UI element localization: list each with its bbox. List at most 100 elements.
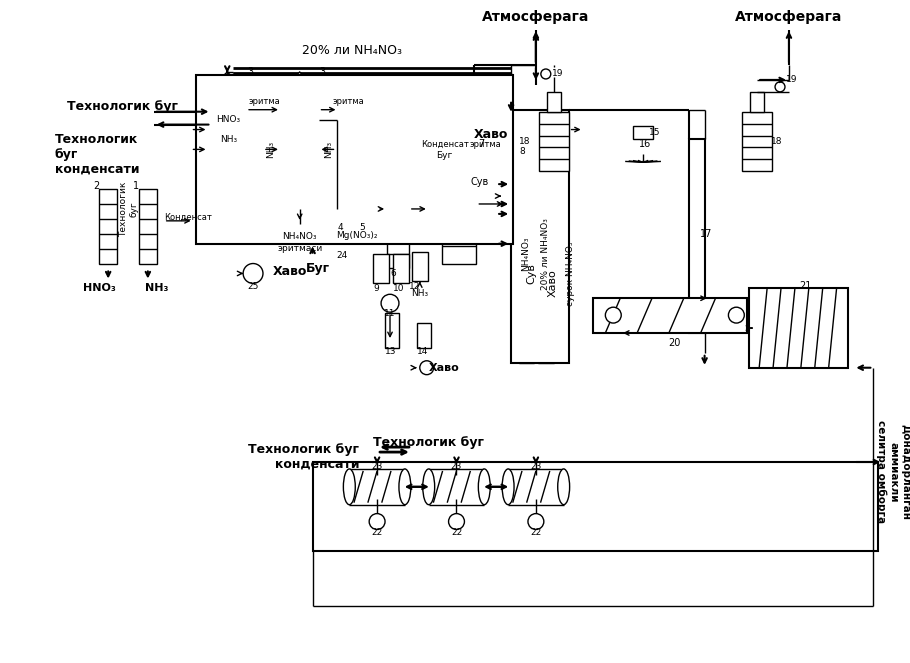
Circle shape	[449, 514, 464, 530]
Bar	[593, 298, 747, 333]
Text: 20% ли NH₄NO₃: 20% ли NH₄NO₃	[302, 44, 402, 56]
Text: 22: 22	[450, 528, 462, 537]
Text: 22: 22	[531, 528, 541, 537]
Text: 10: 10	[393, 284, 404, 293]
Bar	[504, 154, 520, 209]
Text: 7: 7	[478, 139, 484, 149]
Text: HNO₃: HNO₃	[83, 283, 116, 293]
Text: 8: 8	[519, 147, 525, 156]
Bar	[196, 75, 513, 244]
Text: Атмосферага: Атмосферага	[735, 11, 843, 25]
Text: 23: 23	[531, 463, 541, 471]
Bar	[387, 179, 409, 269]
Bar	[99, 189, 117, 263]
Text: 1: 1	[133, 181, 139, 191]
Text: 23: 23	[371, 463, 383, 471]
Text: 19: 19	[786, 76, 798, 84]
Bar	[633, 125, 653, 139]
Text: NH₄NO₃: NH₄NO₃	[521, 236, 531, 271]
Ellipse shape	[423, 469, 435, 505]
Bar	[539, 111, 569, 171]
Bar	[519, 145, 534, 363]
Text: NH₄NO₃: NH₄NO₃	[282, 232, 317, 241]
Text: 12: 12	[410, 282, 420, 291]
Text: 3: 3	[319, 67, 326, 77]
Polygon shape	[208, 209, 246, 227]
Text: 19: 19	[552, 70, 563, 78]
Text: 11: 11	[384, 309, 396, 318]
Text: 4: 4	[338, 223, 343, 232]
Text: 13: 13	[385, 347, 397, 356]
Polygon shape	[208, 72, 246, 90]
Text: Сув: Сув	[470, 177, 489, 187]
Bar	[547, 92, 561, 111]
Bar	[750, 92, 764, 111]
Text: NH₃: NH₃	[411, 289, 429, 298]
Circle shape	[541, 69, 551, 79]
Text: Хаво: Хаво	[548, 269, 558, 297]
Text: 20: 20	[669, 338, 681, 348]
Text: 20% ли NH₄NO₃: 20% ли NH₄NO₃	[541, 217, 551, 290]
Text: Буг: Буг	[437, 151, 453, 160]
Text: 18: 18	[772, 137, 783, 146]
Text: 2: 2	[93, 181, 99, 191]
Text: Технологик
буг: Технологик буг	[119, 181, 138, 237]
Text: 5: 5	[359, 223, 365, 232]
Ellipse shape	[558, 469, 570, 505]
Bar	[538, 145, 554, 363]
Bar	[281, 90, 318, 209]
Text: 3: 3	[247, 67, 253, 77]
Bar	[373, 253, 389, 283]
Text: NH₃: NH₃	[267, 141, 276, 158]
Ellipse shape	[479, 469, 490, 505]
Text: Хаво: Хаво	[474, 128, 509, 141]
Text: 22: 22	[371, 528, 383, 537]
Text: Технологик буг: Технологик буг	[373, 436, 484, 449]
Text: сурок NH₄NO₃: сурок NH₄NO₃	[566, 241, 575, 306]
Bar	[441, 174, 476, 263]
Text: Хаво: Хаво	[273, 265, 308, 278]
Polygon shape	[281, 209, 318, 227]
Text: эритма: эритма	[332, 97, 364, 106]
Text: Mg(NO₃)₂: Mg(NO₃)₂	[337, 231, 378, 240]
Ellipse shape	[399, 469, 410, 505]
Text: 9: 9	[373, 284, 379, 293]
Text: Технологик буг: Технологик буг	[67, 100, 178, 113]
Bar	[689, 139, 704, 333]
Ellipse shape	[343, 469, 355, 505]
Circle shape	[420, 361, 434, 375]
Bar	[417, 323, 430, 348]
Bar	[139, 189, 157, 263]
Text: NH₃: NH₃	[324, 141, 333, 158]
Text: Хаво: Хаво	[430, 363, 460, 373]
Text: NH₃: NH₃	[219, 135, 237, 144]
Bar	[359, 194, 377, 224]
Bar	[511, 109, 569, 363]
Text: 17: 17	[701, 229, 713, 239]
Text: 23: 23	[450, 463, 462, 471]
Text: Конденсат: Конденсат	[164, 212, 212, 221]
Bar	[208, 90, 246, 209]
Text: Технологик
буг
конденсати: Технологик буг конденсати	[55, 133, 139, 176]
Circle shape	[369, 514, 385, 530]
Bar	[338, 194, 355, 224]
Circle shape	[605, 307, 622, 323]
Bar	[393, 253, 409, 283]
Text: 21: 21	[800, 281, 812, 291]
Bar	[743, 111, 772, 171]
Text: NH₃: NH₃	[145, 283, 168, 293]
Text: Атмосферага: Атмосферага	[482, 11, 590, 25]
Text: Донадорланган
аммиакли
селитра омборга: Донадорланган аммиакли селитра омборга	[876, 420, 910, 524]
Text: 24: 24	[337, 251, 348, 260]
Bar	[412, 252, 428, 281]
Text: Буг: Буг	[306, 262, 329, 275]
Text: Конденсат: Конденсат	[420, 140, 469, 149]
Text: 6: 6	[390, 269, 396, 278]
Text: 16: 16	[639, 139, 652, 149]
Text: эритма: эритма	[248, 97, 280, 106]
Circle shape	[775, 82, 785, 92]
Text: 15: 15	[649, 128, 661, 137]
Text: 18: 18	[520, 137, 531, 146]
Polygon shape	[281, 72, 318, 90]
Text: Технологик буг
конденсати: Технологик буг конденсати	[248, 443, 359, 471]
